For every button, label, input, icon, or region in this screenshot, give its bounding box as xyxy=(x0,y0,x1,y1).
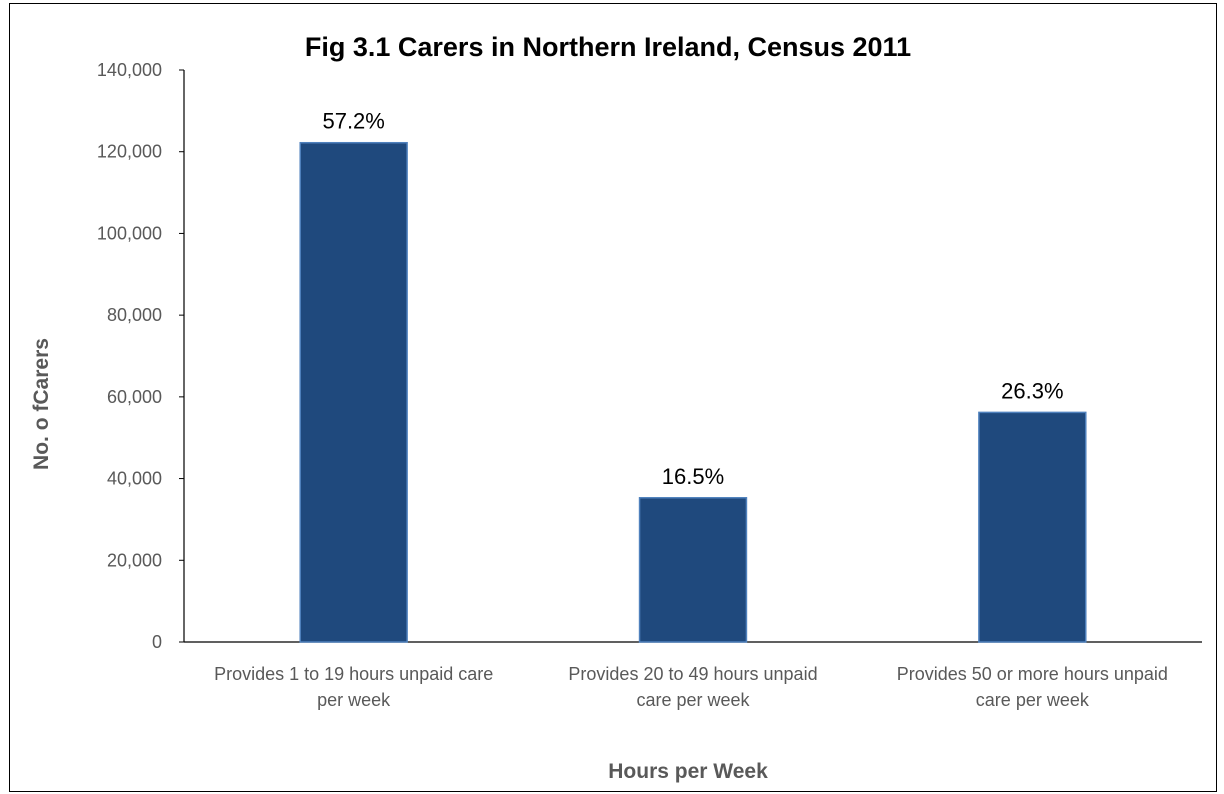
y-tick-label: 80,000 xyxy=(107,305,162,325)
data-labels: 57.2% 16.5% 26.3% xyxy=(322,109,1063,489)
y-tick-label: 100,000 xyxy=(97,223,162,243)
x-tick-label-line: Provides 1 to 19 hours unpaid care xyxy=(214,664,493,684)
x-tick-label-line: Provides 20 to 49 hours unpaid xyxy=(568,664,817,684)
x-tick-label: Provides 50 or more hours unpaid care per… xyxy=(897,664,1168,710)
y-tick-label: 140,000 xyxy=(97,60,162,80)
y-tick-label: 20,000 xyxy=(107,550,162,570)
y-axis: 0 20,000 40,000 60,000 80,000 100,000 120,000 1… xyxy=(97,60,185,652)
x-tick-label: Provides 1 to 19 hours unpaid care per we… xyxy=(214,664,493,710)
y-tick-label: 60,000 xyxy=(107,387,162,407)
y-tick-label: 40,000 xyxy=(107,469,162,489)
y-tick-label: 120,000 xyxy=(97,142,162,162)
y-tick-label: 0 xyxy=(152,632,162,652)
y-axis-title: No. o fCarers xyxy=(30,338,53,470)
bar xyxy=(638,497,748,643)
x-tick-label-line: care per week xyxy=(976,690,1090,710)
data-label: 16.5% xyxy=(662,464,724,489)
x-tick-label-line: per week xyxy=(317,690,391,710)
x-tick-labels: Provides 1 to 19 hours unpaid care per we… xyxy=(214,664,1168,710)
bars xyxy=(299,141,1087,643)
data-label: 57.2% xyxy=(322,109,384,134)
data-label: 26.3% xyxy=(1001,378,1063,403)
bar xyxy=(978,411,1087,643)
x-tick-label-line: care per week xyxy=(636,690,750,710)
bar xyxy=(299,141,408,643)
chart-title: Fig 3.1 Carers in Northern Ireland, Cens… xyxy=(305,32,911,62)
chart-frame xyxy=(9,3,1217,792)
x-axis-title: Hours per Week xyxy=(608,760,768,783)
x-tick-label: Provides 20 to 49 hours unpaid care per w… xyxy=(568,664,817,710)
x-tick-label-line: Provides 50 or more hours unpaid xyxy=(897,664,1168,684)
